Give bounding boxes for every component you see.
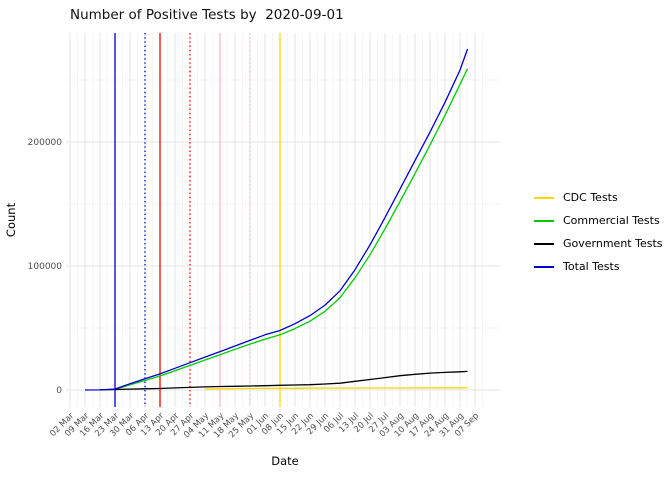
legend-item-total-tests: Total Tests bbox=[534, 255, 663, 278]
x-axis-title: Date bbox=[271, 454, 299, 468]
legend: CDC Tests Commercial Tests Government Test… bbox=[534, 186, 663, 278]
y-tick-label: 0 bbox=[56, 386, 62, 396]
y-tick-labels: 0 100000 200000 bbox=[28, 138, 63, 396]
plot-title: Number of Positive Tests by 2020-09-01 bbox=[70, 7, 344, 23]
legend-item-government-tests: Government Tests bbox=[534, 232, 663, 255]
legend-line-swatch bbox=[534, 196, 554, 199]
gridlines-major bbox=[66, 33, 500, 407]
y-tick-label: 100000 bbox=[28, 262, 63, 272]
legend-line-swatch bbox=[534, 242, 554, 245]
series-line-cdc-tests bbox=[204, 387, 468, 390]
legend-label: CDC Tests bbox=[563, 191, 618, 204]
series-line-commercial-tests bbox=[99, 68, 469, 391]
series-lines bbox=[84, 48, 469, 391]
series-line-government-tests bbox=[99, 370, 468, 391]
legend-line-swatch bbox=[534, 265, 554, 268]
legend-item-commercial-tests: Commercial Tests bbox=[534, 209, 663, 232]
gridlines-minor bbox=[66, 33, 500, 407]
y-axis-title: Count bbox=[4, 202, 18, 237]
legend-label: Commercial Tests bbox=[563, 214, 660, 227]
legend-item-cdc-tests: CDC Tests bbox=[534, 186, 663, 209]
series-line-total-tests bbox=[84, 48, 469, 391]
legend-label: Government Tests bbox=[563, 237, 663, 250]
legend-line-swatch bbox=[534, 219, 554, 222]
legend-label: Total Tests bbox=[563, 260, 620, 273]
y-tick-label: 200000 bbox=[28, 138, 63, 148]
